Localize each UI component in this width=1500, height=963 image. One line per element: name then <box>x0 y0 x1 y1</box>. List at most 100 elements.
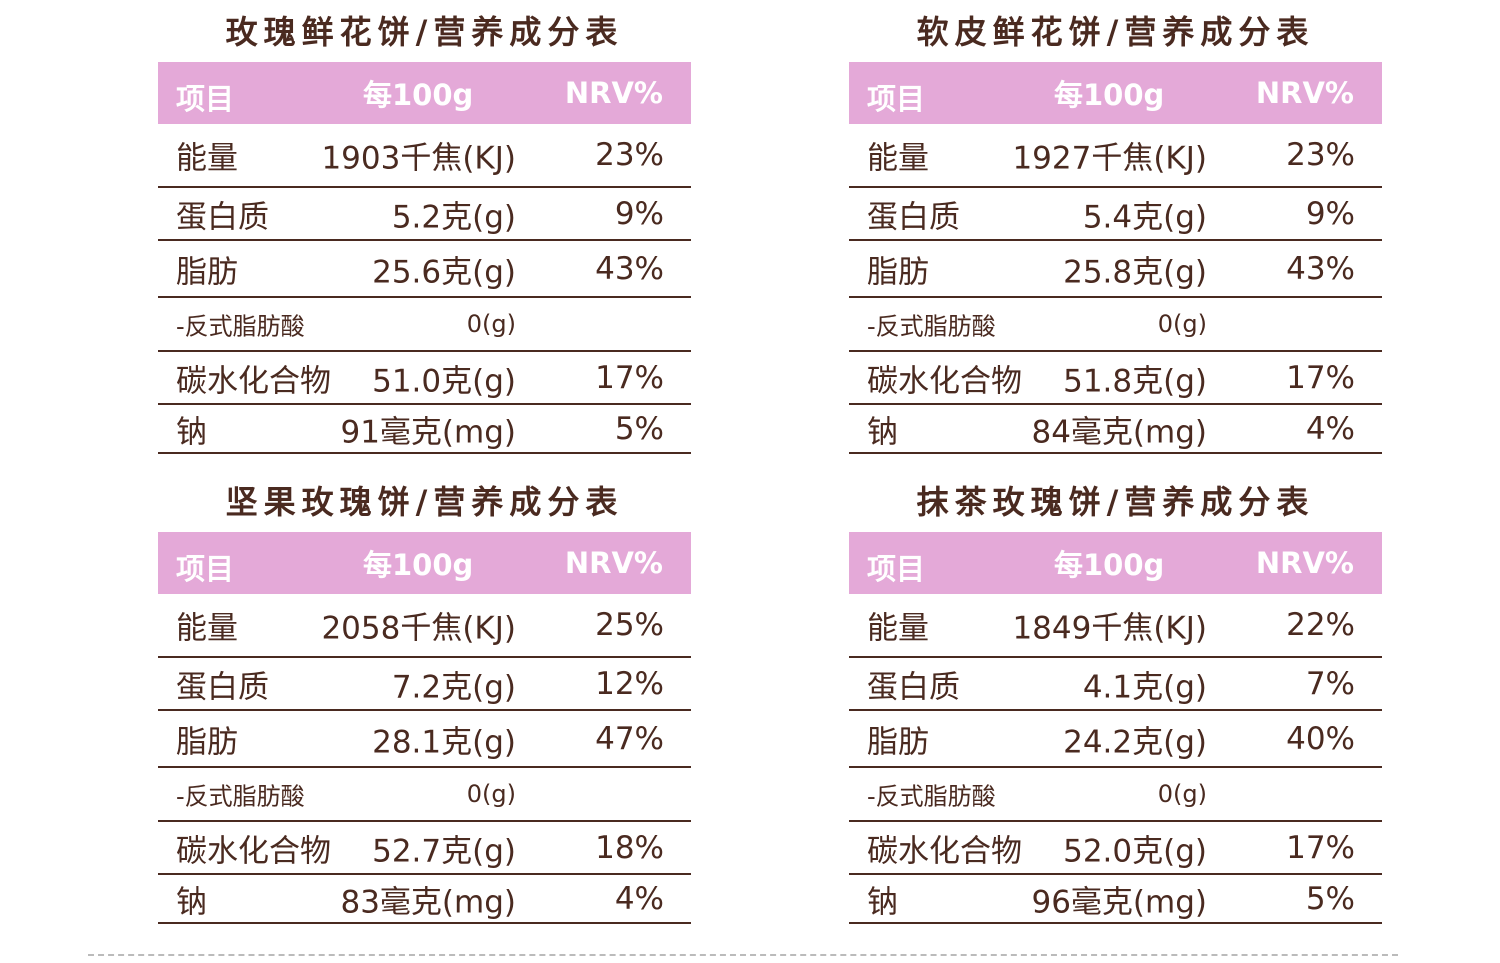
nutrient-nrv: 23% <box>595 137 664 173</box>
dashed-divider <box>88 954 1398 956</box>
nutrient-value: 96毫克(mg) <box>1031 884 1207 920</box>
nutrient-nrv: 4% <box>1305 410 1355 447</box>
nutrient-label: 蛋白质 <box>867 669 960 705</box>
nutrient-value: 24.2克(g) <box>1063 724 1207 760</box>
table-row: 钠 96毫克(mg) 5% <box>849 875 1382 924</box>
nutrient-label: 能量 <box>176 610 238 647</box>
nutrient-nrv: 9% <box>1305 195 1355 232</box>
nutrient-value: 1849千焦(KJ) <box>1012 610 1207 647</box>
nutrient-label: 碳水化合物 <box>176 833 331 869</box>
table-row: 蛋白质 4.1克(g) 7% <box>849 658 1382 711</box>
table-row: 钠 84毫克(mg) 4% <box>849 405 1382 454</box>
nutrition-table: 项目 每100g NRV% 能量 1849千焦(KJ) 22% 蛋白质 4.1克(g) 7% 脂肪… <box>849 532 1382 924</box>
table-row: 脂肪 25.6克(g) 43% <box>158 241 691 298</box>
header-nrv: NRV% <box>1255 76 1354 110</box>
nutrient-nrv: 5% <box>1305 880 1355 917</box>
nutrient-label: 碳水化合物 <box>867 363 1022 399</box>
nutrient-nrv: 18% <box>595 829 664 866</box>
table-row: 碳水化合物 51.8克(g) 17% <box>849 352 1382 405</box>
nutrient-nrv: 9% <box>614 195 664 232</box>
nutrition-table: 项目 每100g NRV% 能量 2058千焦(KJ) 25% 蛋白质 7.2克(g) 12% 脂… <box>158 532 691 924</box>
nutrient-nrv: 5% <box>614 410 664 447</box>
nutrient-value: 0(g) <box>466 780 516 808</box>
header-per100g: 每100g <box>1054 548 1165 582</box>
nutrient-value: 5.2克(g) <box>391 199 516 235</box>
nutrient-label: 蛋白质 <box>176 669 269 705</box>
nutrient-label: -反式脂肪酸 <box>176 782 305 811</box>
nutrient-label: 能量 <box>867 140 929 177</box>
table-row: 钠 83毫克(mg) 4% <box>158 875 691 924</box>
table-header: 项目 每100g NRV% <box>849 532 1382 594</box>
table-row: 能量 2058千焦(KJ) 25% <box>158 594 691 658</box>
nutrient-label: 蛋白质 <box>867 199 960 235</box>
nutrient-value: 84毫克(mg) <box>1031 414 1207 450</box>
nutrient-value: 25.8克(g) <box>1063 254 1207 290</box>
table-row: 能量 1849千焦(KJ) 22% <box>849 594 1382 658</box>
nutrient-label: 脂肪 <box>867 724 929 760</box>
header-item: 项目 <box>176 552 235 586</box>
nutrient-nrv: 17% <box>595 359 664 396</box>
nutrient-nrv: 47% <box>595 720 664 757</box>
panel-title: 软皮鲜花饼/营养成分表 <box>916 13 1315 51</box>
table-row: -反式脂肪酸 0(g) <box>849 768 1382 822</box>
nutrient-nrv: 17% <box>1286 829 1355 866</box>
nutrient-value: 2058千焦(KJ) <box>321 610 516 647</box>
table-header: 项目 每100g NRV% <box>158 62 691 124</box>
table-row: 碳水化合物 52.7克(g) 18% <box>158 822 691 875</box>
nutrient-nrv: 43% <box>595 250 664 287</box>
nutrient-label: 脂肪 <box>176 254 238 290</box>
nutrient-value: 52.7克(g) <box>372 833 516 869</box>
nutrient-nrv: 4% <box>614 880 664 917</box>
nutrient-value: 4.1克(g) <box>1082 669 1207 705</box>
table-row: -反式脂肪酸 0(g) <box>849 298 1382 352</box>
panel-title: 抹茶玫瑰饼/营养成分表 <box>916 483 1315 521</box>
table-row: 碳水化合物 51.0克(g) 17% <box>158 352 691 405</box>
nutrient-nrv: 12% <box>595 665 664 702</box>
panel-title: 坚果玫瑰饼/营养成分表 <box>225 483 624 521</box>
table-row: 脂肪 25.8克(g) 43% <box>849 241 1382 298</box>
panel-title: 玫瑰鲜花饼/营养成分表 <box>225 13 624 51</box>
nutrient-label: 钠 <box>867 414 898 450</box>
nutrient-label: 能量 <box>176 140 238 177</box>
nutrient-value: 5.4克(g) <box>1082 199 1207 235</box>
nutrient-label: 碳水化合物 <box>867 833 1022 869</box>
table-row: 蛋白质 5.2克(g) 9% <box>158 188 691 241</box>
nutrient-label: -反式脂肪酸 <box>867 782 996 811</box>
nutrient-nrv: 23% <box>1286 137 1355 173</box>
nutrient-label: 钠 <box>176 884 207 920</box>
nutrient-nrv: 40% <box>1286 720 1355 757</box>
header-nrv: NRV% <box>1255 546 1354 580</box>
table-row: 蛋白质 7.2克(g) 12% <box>158 658 691 711</box>
nutrient-value: 28.1克(g) <box>372 724 516 760</box>
nutrient-label: 脂肪 <box>867 254 929 290</box>
nutrient-nrv: 22% <box>1286 607 1355 643</box>
nutrient-value: 25.6克(g) <box>372 254 516 290</box>
nutrient-label: 钠 <box>176 414 207 450</box>
table-row: -反式脂肪酸 0(g) <box>158 298 691 352</box>
nutrient-value: 83毫克(mg) <box>340 884 516 920</box>
nutrient-value: 51.8克(g) <box>1063 363 1207 399</box>
header-item: 项目 <box>867 552 926 586</box>
nutrient-nrv: 17% <box>1286 359 1355 396</box>
header-nrv: NRV% <box>564 546 663 580</box>
table-row: 钠 91毫克(mg) 5% <box>158 405 691 454</box>
table-row: -反式脂肪酸 0(g) <box>158 768 691 822</box>
table-row: 能量 1927千焦(KJ) 23% <box>849 124 1382 188</box>
nutrition-table: 项目 每100g NRV% 能量 1927千焦(KJ) 23% 蛋白质 5.4克(g) 9% 脂肪… <box>849 62 1382 454</box>
nutrient-value: 51.0克(g) <box>372 363 516 399</box>
nutrient-value: 7.2克(g) <box>391 669 516 705</box>
nutrient-label: 能量 <box>867 610 929 647</box>
nutrient-nrv: 43% <box>1286 250 1355 287</box>
nutrient-value: 91毫克(mg) <box>340 414 516 450</box>
nutrient-value: 1927千焦(KJ) <box>1012 140 1207 177</box>
header-nrv: NRV% <box>564 76 663 110</box>
table-header: 项目 每100g NRV% <box>849 62 1382 124</box>
header-item: 项目 <box>176 82 235 116</box>
table-row: 蛋白质 5.4克(g) 9% <box>849 188 1382 241</box>
nutrition-table: 项目 每100g NRV% 能量 1903千焦(KJ) 23% 蛋白质 5.2克(g) 9% 脂肪… <box>158 62 691 454</box>
nutrient-label: 钠 <box>867 884 898 920</box>
nutrient-value: 0(g) <box>1157 780 1207 808</box>
table-row: 脂肪 24.2克(g) 40% <box>849 711 1382 768</box>
nutrient-value: 52.0克(g) <box>1063 833 1207 869</box>
nutrient-value: 0(g) <box>466 310 516 338</box>
